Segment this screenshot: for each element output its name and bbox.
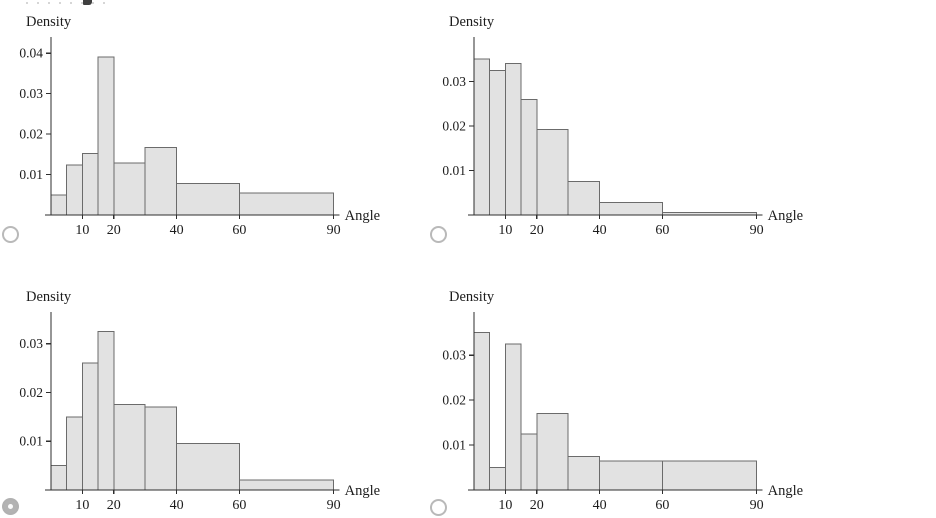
y-axis-title: Density (26, 14, 72, 30)
histogram-bar (504, 63, 522, 216)
histogram-bar (81, 362, 99, 491)
x-tick-label: 10 (75, 223, 89, 238)
x-tick-label: 10 (75, 498, 89, 513)
histogram-bar (567, 455, 601, 491)
histogram-bar (520, 433, 538, 491)
histogram-bar (97, 331, 115, 491)
histogram-bar (473, 332, 491, 491)
y-axis-title: Density (26, 289, 72, 305)
x-tick-label: 20 (530, 498, 544, 513)
histogram-bar (176, 443, 240, 491)
histogram-chart: 0.01 0.02 0.03 10 20 40 60 90 Density Angle (442, 289, 803, 513)
histogram-bar (113, 404, 146, 491)
y-tick-label: 0.02 (442, 119, 466, 134)
x-tick-label: 10 (498, 498, 512, 513)
y-tick-label: 0.03 (442, 74, 466, 89)
histogram-bar (66, 164, 83, 216)
clipped-glyph (83, 0, 92, 5)
y-tick-label: 0.03 (19, 336, 43, 351)
y-tick-label: 0.04 (19, 46, 43, 61)
y-tick-label: 0.01 (442, 438, 466, 453)
y-tick-label: 0.01 (19, 167, 43, 182)
histogram-bar (66, 416, 83, 491)
y-tick-label: 0.02 (19, 385, 43, 400)
radio-option-top-left[interactable] (2, 226, 19, 243)
histogram-bar (504, 343, 522, 491)
histogram-bar (489, 467, 506, 491)
x-axis-title: Angle (345, 483, 380, 499)
x-tick-label: 90 (327, 223, 341, 238)
radio-option-bottom-right[interactable] (430, 499, 447, 516)
y-tick-label: 0.03 (442, 348, 466, 363)
x-tick-label: 60 (232, 223, 246, 238)
histogram-bar (176, 182, 240, 216)
y-tick-label: 0.01 (19, 434, 43, 449)
histogram-bar (238, 479, 335, 491)
histogram-option-top-right: 0.01 0.02 0.03 10 20 40 60 90 Density Angle (423, 5, 833, 255)
x-tick-label: 60 (655, 223, 669, 238)
x-tick-label: 90 (750, 223, 764, 238)
histogram-bar (489, 69, 506, 216)
histogram-chart: 0.01 0.02 0.03 10 20 40 60 90 Density Angle (19, 289, 380, 513)
y-axis-title: Density (449, 14, 495, 30)
y-axis-title: Density (449, 289, 495, 305)
histogram-chart: 0.01 0.02 0.03 10 20 40 60 90 Density Angle (442, 14, 803, 238)
y-tick-label: 0.02 (19, 127, 43, 142)
histogram-bar (81, 153, 99, 216)
x-tick-label: 90 (750, 498, 764, 513)
histogram-bar (536, 129, 569, 216)
x-tick-label: 40 (170, 498, 184, 513)
x-axis-title: Angle (345, 208, 380, 224)
x-tick-label: 40 (593, 498, 607, 513)
x-tick-label: 20 (107, 498, 121, 513)
x-tick-label: 40 (593, 223, 607, 238)
x-tick-label: 90 (327, 498, 341, 513)
x-tick-label: 60 (655, 498, 669, 513)
histogram-option-bottom-left: 0.01 0.02 0.03 10 20 40 60 90 Density Angle (0, 280, 410, 518)
histogram-bar (661, 460, 758, 491)
x-axis-title: Angle (768, 208, 803, 224)
histogram-bar (520, 98, 538, 216)
histogram-bar (238, 192, 335, 216)
clipped-text-marks (26, 2, 110, 4)
x-tick-label: 20 (107, 223, 121, 238)
y-tick-label: 0.03 (19, 86, 43, 101)
x-axis-title: Angle (768, 483, 803, 499)
radio-option-bottom-left[interactable] (2, 498, 19, 515)
clipped-heading-fragment (26, 0, 146, 6)
y-tick-label: 0.02 (442, 393, 466, 408)
histogram-bar (113, 162, 146, 216)
histogram-bar (97, 56, 115, 216)
histogram-bar (567, 181, 601, 216)
histogram-chart: 0.01 0.02 0.03 0.04 10 20 40 60 90 Density Angle (19, 14, 380, 238)
histogram-bar (536, 413, 569, 491)
radio-dot (8, 504, 13, 509)
y-tick-label: 0.01 (442, 163, 466, 178)
x-tick-label: 40 (170, 223, 184, 238)
histogram-bar (599, 460, 663, 491)
histogram-bar (50, 465, 68, 491)
histogram-bar (50, 194, 68, 216)
histogram-option-top-left: 0.01 0.02 0.03 0.04 10 20 40 60 90 Density Angle (0, 5, 410, 255)
radio-option-top-right[interactable] (430, 226, 447, 243)
x-tick-label: 20 (530, 223, 544, 238)
histogram-bar (144, 146, 178, 216)
histogram-bar (144, 406, 178, 491)
histogram-bar (599, 202, 663, 216)
x-tick-label: 10 (498, 223, 512, 238)
histogram-bar (473, 58, 491, 216)
histogram-option-bottom-right: 0.01 0.02 0.03 10 20 40 60 90 Density Angle (423, 280, 833, 518)
x-tick-label: 60 (232, 498, 246, 513)
